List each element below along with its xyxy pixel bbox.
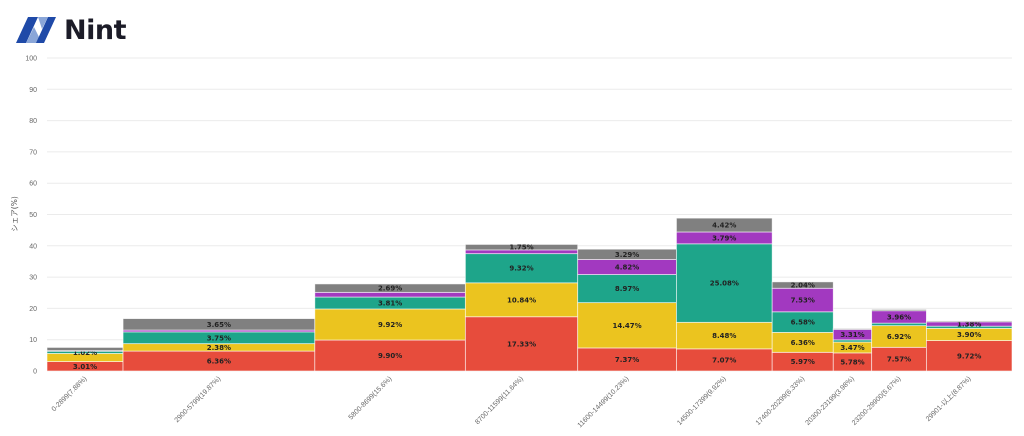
bar-segment[interactable] <box>464 253 579 284</box>
segment-data-label: 5.78% <box>840 358 864 366</box>
segment-data-label: 8.48% <box>712 332 736 340</box>
bar-segment[interactable] <box>464 244 579 251</box>
segment-data-label: 10.84% <box>507 296 536 304</box>
nint-logo-icon <box>16 17 56 43</box>
x-category-label: 2900-5799(19.87%) <box>174 375 223 424</box>
segment-data-label: 1.02% <box>73 349 97 357</box>
segment-data-label: 6.92% <box>887 333 911 341</box>
segment-data-label: 7.07% <box>712 356 736 364</box>
y-tick-label: 40 <box>29 243 37 250</box>
segment-data-label: 3.75% <box>207 334 231 342</box>
x-category-label: 11600-14499(10.23%) <box>577 375 631 429</box>
y-tick-label: 20 <box>29 306 37 313</box>
bar-segment[interactable] <box>46 347 124 352</box>
y-tick-label: 80 <box>29 118 37 125</box>
y-tick-label: 50 <box>29 212 37 219</box>
bar-segment[interactable] <box>925 340 1013 372</box>
segment-data-label: 3.29% <box>615 251 639 259</box>
segment-data-label: 7.53% <box>791 297 815 305</box>
y-axis-label: シェア(%) <box>10 196 19 232</box>
segment-data-label: 9.90% <box>378 352 402 360</box>
x-category-label: 29901-以上(8.87%) <box>924 374 973 423</box>
x-axis-labels: 0-2899(7.88%) 2900-5799(19.87%) 5800-8699(… <box>51 374 973 429</box>
bar-segment[interactable] <box>676 243 773 323</box>
bar-segment[interactable] <box>925 320 1013 323</box>
x-category-label: 17400-20299(6.33%) <box>755 375 806 426</box>
segment-data-label: 3.01% <box>73 363 97 371</box>
bar-column[interactable]: 7.37% 14.47% 8.97% 4.82% 3.29% <box>577 248 677 372</box>
segment-data-label: 3.90% <box>957 331 981 339</box>
segment-data-label: 9.32% <box>509 265 533 273</box>
bar-segment[interactable] <box>771 281 834 289</box>
segment-data-label: 14.47% <box>612 322 641 330</box>
y-tick-label: 70 <box>29 149 37 156</box>
segment-data-label: 8.97% <box>615 285 639 293</box>
bar-column[interactable]: 9.90% 9.92% 3.81% 2.69% <box>314 283 466 372</box>
segment-data-label: 4.82% <box>615 264 639 272</box>
segment-data-label: 3.96% <box>887 313 911 321</box>
y-axis-ticks: 0 10 20 30 40 50 60 70 80 90 100 <box>25 56 37 376</box>
segment-data-label: 6.36% <box>207 358 231 366</box>
gridlines <box>47 57 1012 372</box>
x-category-label: 8700-11599(11.64%) <box>474 375 525 426</box>
segment-data-label: 6.58% <box>791 319 815 327</box>
bar-segment[interactable] <box>314 308 466 341</box>
segment-data-label: 6.36% <box>791 339 815 347</box>
bar-segment[interactable] <box>577 274 677 304</box>
segment-data-label: 3.65% <box>207 321 231 329</box>
bar-column[interactable]: 17.33% 10.84% 9.32% 1.75% <box>464 244 579 372</box>
bar-segment[interactable] <box>314 339 466 372</box>
bar-segment[interactable] <box>464 282 579 318</box>
segment-data-label: 5.97% <box>791 358 815 366</box>
x-category-label: 0-2899(7.88%) <box>51 375 89 413</box>
segment-data-label: 2.38% <box>207 344 231 352</box>
segment-data-label: 4.42% <box>712 222 736 230</box>
bar-segment[interactable] <box>577 302 677 349</box>
segment-data-label: 25.08% <box>710 280 739 288</box>
bar-column[interactable]: 5.78% 3.47% 3.31% <box>832 328 873 372</box>
segment-data-label: 1.75% <box>509 244 533 252</box>
bar-column[interactable]: 7.07% 8.48% 25.08% 3.79% 4.42% <box>676 217 773 372</box>
bar-segment[interactable] <box>832 328 873 330</box>
y-tick-label: 100 <box>25 56 37 63</box>
x-category-label: 20300-23199(3.98%) <box>804 375 855 426</box>
segment-data-label: 3.47% <box>840 344 864 352</box>
y-tick-label: 10 <box>29 337 37 344</box>
segment-data-label: 17.33% <box>507 340 536 348</box>
segment-data-label: 1.38% <box>957 321 981 329</box>
bar-column[interactable]: 6.36% 2.38% 3.75% 3.65% <box>122 318 316 372</box>
x-category-label: 5800-8699(15.6%) <box>348 375 394 421</box>
bar-segment[interactable] <box>871 309 927 312</box>
segment-data-label: 7.37% <box>615 356 639 364</box>
brand-name: Nint <box>64 14 126 46</box>
segment-data-label: 2.04% <box>791 282 815 290</box>
bar-column[interactable]: 5.97% 6.36% 6.58% 7.53% 2.04% <box>771 281 834 372</box>
y-tick-label: 60 <box>29 181 37 188</box>
bar-segment[interactable] <box>314 291 466 298</box>
bar-column[interactable]: 9.72% 3.90% 1.38% <box>925 320 1013 372</box>
x-category-label: 23200-29900(5.67%) <box>851 375 902 426</box>
bar-column[interactable]: 3.01% 1.02% <box>46 347 124 372</box>
y-tick-label: 30 <box>29 275 37 282</box>
y-tick-label: 0 <box>33 369 37 376</box>
bar-column[interactable]: 7.57% 6.92% 3.96% <box>871 309 927 372</box>
segment-data-label: 3.79% <box>712 234 736 242</box>
segment-data-label: 3.81% <box>378 300 402 308</box>
bars: 3.01% 1.02% 6.36% 2.38% 3.75% 3.65% 9.90% 9.92%… <box>46 217 1013 372</box>
segment-data-label: 2.69% <box>378 285 402 293</box>
segment-data-label: 9.72% <box>957 352 981 360</box>
segment-data-label: 9.92% <box>378 321 402 329</box>
x-category-label: 14500-17399(9.92%) <box>676 375 727 426</box>
segment-data-label: 7.57% <box>887 356 911 364</box>
y-tick-label: 90 <box>29 87 37 94</box>
bar-segment[interactable] <box>676 217 773 233</box>
bar-segment[interactable] <box>676 321 773 350</box>
brand-logo: Nint <box>14 12 126 48</box>
segment-data-label: 3.31% <box>840 331 864 339</box>
